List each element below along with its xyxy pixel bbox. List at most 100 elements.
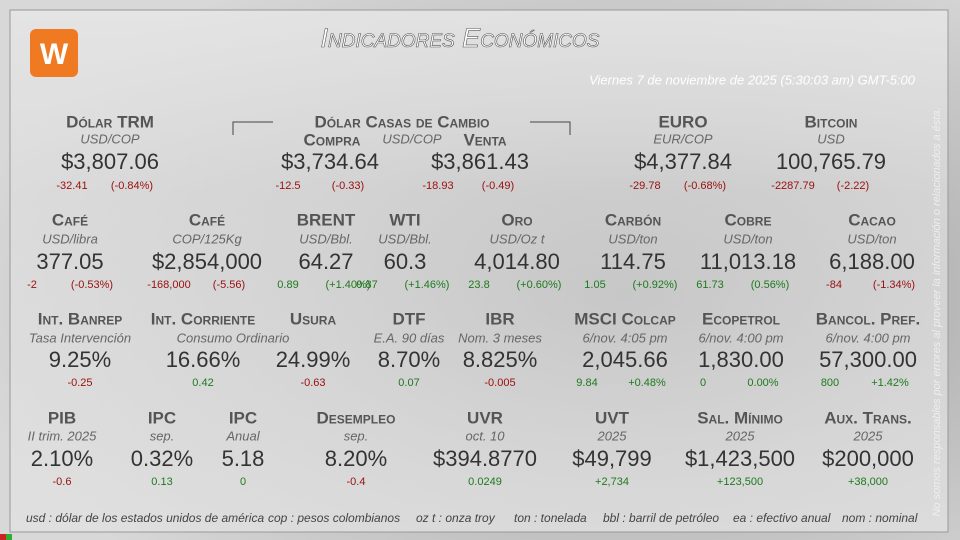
- indicator-value: 6,188.00: [829, 249, 915, 274]
- indicator-pct: (-0.53%): [71, 279, 113, 291]
- footer-note: bbl : barril de petróleo: [603, 511, 719, 525]
- indicator-pct: (-1.34%): [873, 279, 915, 291]
- indicator-value: 8.825%: [463, 347, 538, 372]
- indicator-change: 0.13: [151, 476, 172, 488]
- indicator-unit: oct. 10: [465, 428, 505, 443]
- panel: [9, 9, 949, 533]
- footer-note: oz t : onza troy: [416, 511, 496, 525]
- indicator-name: DTF: [392, 309, 425, 328]
- indicator-unit: 6/nov. 4:00 pm: [698, 330, 783, 345]
- indicator-value: 9.25%: [49, 347, 111, 372]
- indicator-change: -0.6: [53, 476, 72, 488]
- indicator-change: 1.05: [584, 279, 605, 291]
- indicator-unit: 6/nov. 4:00 pm: [825, 330, 910, 345]
- indicator-name: IPC: [229, 408, 257, 427]
- indicator-unit: sep.: [344, 428, 369, 443]
- indicator-change: -12.5: [275, 180, 300, 192]
- indicator-value: 8.70%: [378, 347, 440, 372]
- indicator-name: Café: [189, 210, 225, 229]
- indicator-change: 0.87: [356, 279, 377, 291]
- indicator-unit: 2025: [597, 428, 628, 443]
- indicator-value: $1,423,500: [685, 446, 795, 471]
- indicator-unit: USD/Oz t: [490, 231, 546, 246]
- indicator-name: Café: [52, 210, 88, 229]
- disclaimer: No somos responsables por errores al pro…: [931, 107, 943, 516]
- indicator-change: -32.41: [56, 180, 87, 192]
- indicator-value: 24.99%: [276, 347, 351, 372]
- footer-note: ton : tonelada: [514, 511, 587, 525]
- indicator-unit: USD: [817, 131, 844, 146]
- indicator-name: Oro: [501, 210, 532, 229]
- indicator-value: $2,854,000: [152, 249, 262, 274]
- indicator-value: $49,799: [572, 446, 652, 471]
- indicator-pct: (-5.56): [213, 279, 245, 291]
- indicator-name: Dólar TRM: [66, 112, 154, 131]
- indicator-change: -18.93: [422, 180, 453, 192]
- group-column: Compra: [304, 130, 361, 149]
- logo: [30, 29, 78, 77]
- indicator-change: -0.25: [67, 377, 92, 389]
- indicator-name: UVR: [467, 408, 503, 427]
- indicator-pct: (+1.40%): [326, 279, 371, 291]
- indicator-pct: +0.48%: [628, 377, 666, 389]
- indicator-value: $3,807.06: [61, 149, 159, 174]
- indicator-change: 0.42: [192, 377, 213, 389]
- indicator-change: +2,734: [595, 476, 629, 488]
- indicator-change: -0.63: [300, 377, 325, 389]
- indicator-unit: USD/ton: [608, 231, 657, 246]
- indicator-change: 0.07: [398, 377, 419, 389]
- indicator-unit: Nom. 3 meses: [458, 330, 542, 345]
- indicator-name: Cobre: [725, 210, 772, 229]
- indicator-change: 9.84: [576, 377, 597, 389]
- indicator-change: -168,000: [147, 279, 190, 291]
- indicator-pct: (+0.60%): [517, 279, 562, 291]
- indicator-value: 5.18: [222, 446, 265, 471]
- indicator-pct: (-0.49): [482, 180, 514, 192]
- indicator-pct: (0.56%): [751, 279, 790, 291]
- indicator-value: 60.3: [384, 249, 427, 274]
- indicator-change: 0.89: [277, 279, 298, 291]
- indicator-pct: (+0.92%): [633, 279, 678, 291]
- indicator-change: +123,500: [717, 476, 763, 488]
- indicator-name: PIB: [48, 408, 76, 427]
- group-unit: USD/COP: [382, 131, 442, 146]
- indicator-name: Int. Corriente: [151, 309, 255, 328]
- indicator-change: 23.8: [468, 279, 489, 291]
- indicator-change: -84: [826, 279, 842, 291]
- indicator-unit: USD/Bbl.: [378, 231, 431, 246]
- indicator-change: -2: [27, 279, 37, 291]
- indicator-name: Bancol. Pref.: [816, 309, 920, 328]
- indicator-value: $3,861.43: [431, 149, 529, 174]
- indicator-unit: 6/nov. 4:05 pm: [582, 330, 667, 345]
- indicator-value: 57,300.00: [819, 347, 917, 372]
- indicator-value: 0.32%: [131, 446, 193, 471]
- indicator-name: WTI: [389, 210, 420, 229]
- logo-mark: W: [40, 38, 69, 71]
- indicator-unit: USD/ton: [723, 231, 772, 246]
- indicator-name: Sal. Mínimo: [697, 408, 783, 427]
- indicator-name: BRENT: [297, 210, 356, 229]
- indicator-name: UVT: [595, 408, 630, 427]
- indicator-change: -0.4: [347, 476, 366, 488]
- indicator-name: Desempleo: [317, 408, 396, 427]
- indicator-value: 4,014.80: [474, 249, 560, 274]
- indicator-change: 61.73: [696, 279, 724, 291]
- indicator-name: EURO: [658, 112, 707, 131]
- indicator-pct: +1.42%: [871, 377, 909, 389]
- indicator-value: 11,013.18: [700, 249, 796, 274]
- indicator-value: $394.8770: [433, 446, 537, 471]
- indicator-unit: USD/libra: [42, 231, 98, 246]
- indicator-value: 2.10%: [31, 446, 93, 471]
- indicator-change: 800: [821, 377, 839, 389]
- indicator-value: 16.66%: [166, 347, 241, 372]
- indicator-pct: 0.00%: [747, 377, 778, 389]
- indicator-name: Int. Banrep: [38, 309, 122, 328]
- indicator-change: -2287.79: [771, 180, 814, 192]
- indicator-value: 100,765.79: [776, 149, 886, 174]
- indicator-value: 114.75: [600, 249, 666, 274]
- indicator-value: $3,734.64: [281, 149, 379, 174]
- footer-note: nom : nominal: [842, 511, 918, 525]
- indicator-unit: E.A. 90 días: [374, 330, 445, 345]
- indicator-value: 8.20%: [325, 446, 387, 471]
